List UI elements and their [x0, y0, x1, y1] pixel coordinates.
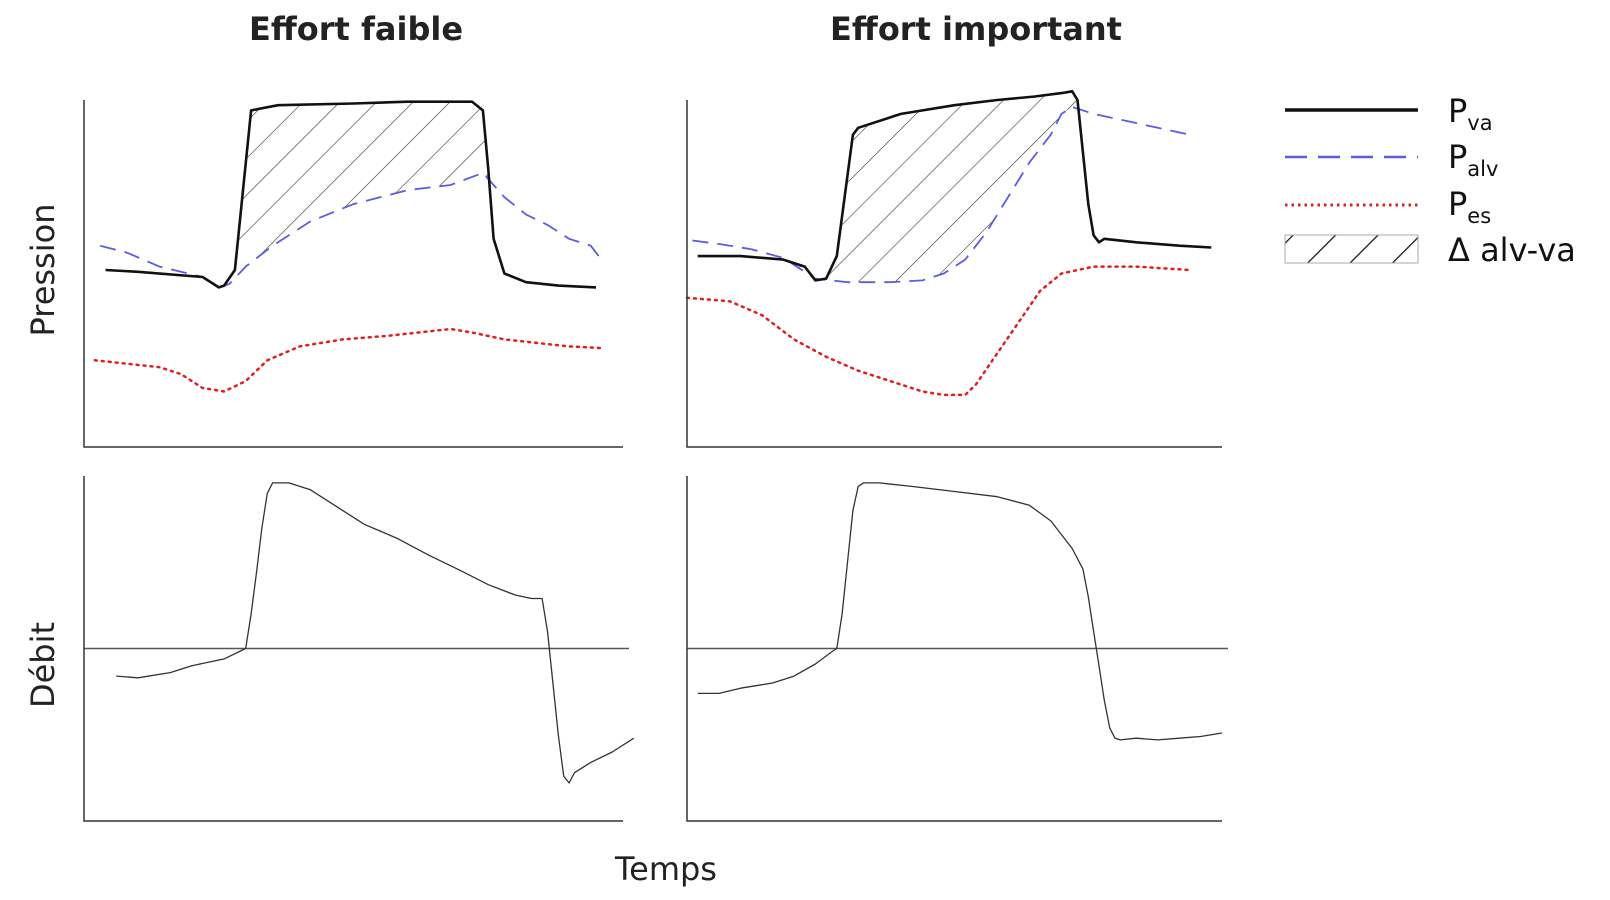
series-pva-line	[105, 100, 597, 289]
series-flow-line	[116, 482, 635, 784]
pressure-axes	[83, 100, 623, 448]
delta-area	[826, 91, 1078, 283]
flow-axes	[686, 476, 1222, 822]
pressure-axes	[686, 100, 1222, 448]
panel-high-effort-flow	[686, 476, 1228, 822]
panel-low-effort-flow	[83, 476, 635, 822]
flow-axes	[83, 476, 623, 822]
series-pva-line	[697, 90, 1212, 282]
panel-low-effort-pressure	[83, 100, 623, 448]
legend: Pva Palv Pes Δ alv-va	[1284, 92, 1576, 269]
ylabel-pressure: Pression	[24, 204, 62, 337]
panel-high-effort-pressure	[685, 90, 1222, 448]
series-flow-line	[697, 482, 1223, 741]
xlabel-time: Temps	[614, 850, 717, 888]
legend-label-palv: Palv	[1448, 138, 1498, 181]
legend-swatch-delta	[1284, 234, 1419, 264]
delta-area	[225, 101, 489, 286]
series-palv-line	[692, 105, 1191, 284]
legend-label-delta: Δ alv-va	[1448, 231, 1576, 269]
ylabel-flow: Débit	[24, 622, 62, 708]
series-pes-line	[93, 327, 603, 393]
series-pes-line	[685, 265, 1192, 397]
legend-label-pes: Pes	[1448, 185, 1491, 228]
title-high-effort: Effort important	[830, 10, 1122, 48]
title-low-effort: Effort faible	[249, 10, 463, 48]
legend-label-pva: Pva	[1448, 92, 1493, 135]
